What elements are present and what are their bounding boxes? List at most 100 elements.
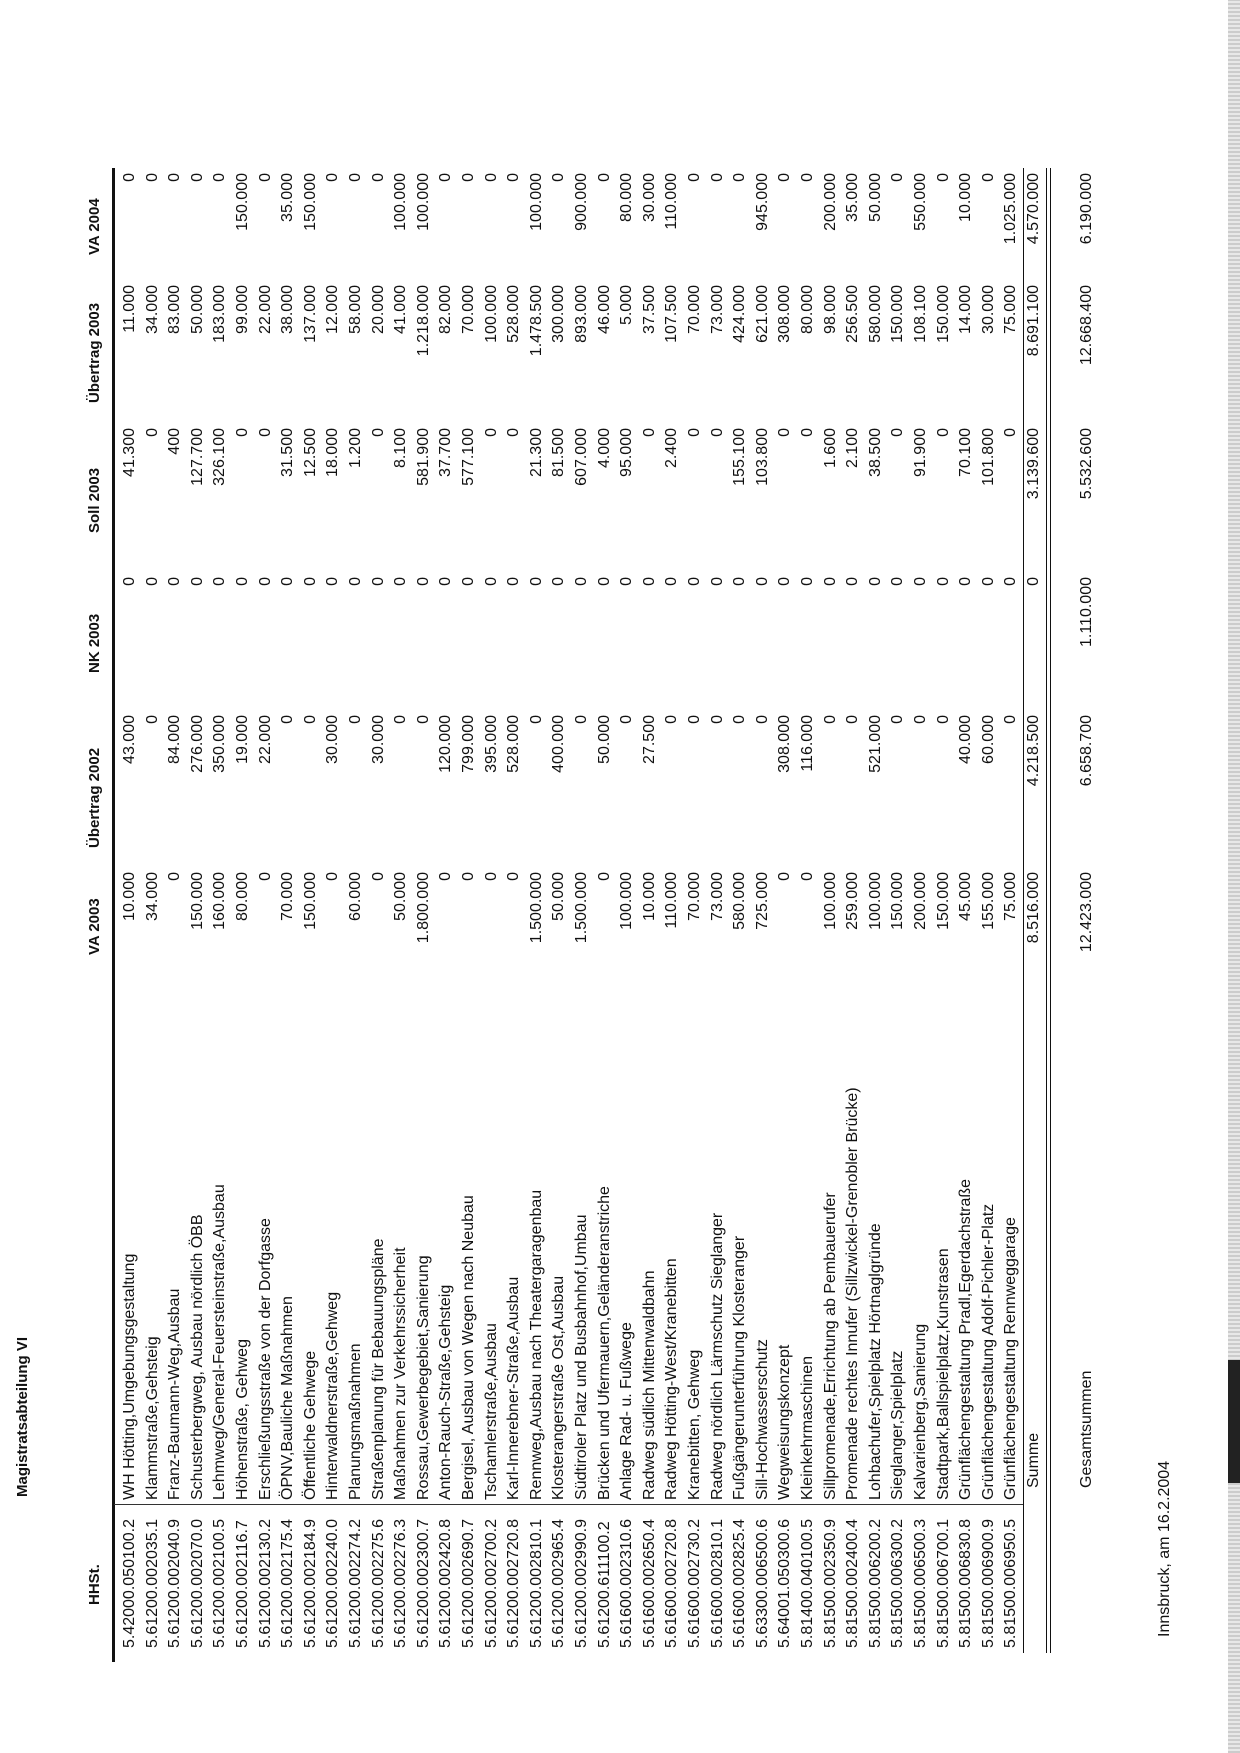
soll2003-value: 0 [799,428,816,437]
va2003-value: 259.000 [844,872,862,930]
uebertrag2003-value: 1.478.500 [527,285,545,357]
va2003-value: 0 [505,872,523,881]
table-row: 5.61200.002184.9 Öffentliche Gehwege 150.0… [300,0,322,1753]
double-rule [1046,168,1047,1653]
nk2003-value: 0 [234,577,251,586]
description: Klosterangerstraße Ost,Ausbau [550,1275,568,1500]
uebertrag2002-value: 0 [708,715,726,724]
hhst-code: 5.61200.002700.2 [482,1518,500,1648]
description: Grünflächengestaltung Rennweggarage [1002,1217,1020,1500]
table-row: 5.61200.002810.1 Rennweg,Ausbau nach Thea… [526,0,548,1753]
va2004-value: 30.000 [640,173,658,222]
soll2003-value: 37.700 [437,428,455,477]
description: Promenade rechtes Innufer (Sillzwickel-G… [844,1087,862,1500]
va2003-value: 1.500.000 [527,872,545,944]
description: Südtiroler Platz und Busbahnhof,Umbau [573,1214,590,1500]
soll2003-value: 0 [889,428,907,437]
uebertrag2003-value: 58.000 [347,285,364,334]
va2004-value: 0 [369,173,387,182]
header-rule [112,168,115,1662]
hhst-code: 5.61200.002420.8 [437,1518,455,1648]
description: Sieglanger,Spielplatz [889,1350,907,1500]
hhst-code: 5.61200.002810.1 [527,1518,545,1648]
nk2003-value: 0 [979,577,997,586]
header-nk2003: NK 2003 [86,613,103,673]
va2003-value: 0 [776,872,794,881]
uebertrag2002-value: 0 [392,715,410,724]
uebertrag2003-value: 83.000 [166,285,184,334]
nk2003-value: 0 [188,577,206,586]
description: Anlage Rad- u. Fußwege [618,1322,636,1500]
description: Sillpromenade,Errichtung ab Pembauerufer [821,1192,839,1500]
description: Höhenstraße, Gehweg [234,1339,251,1500]
description: Hinterwaldnerstraße,Gehweg [324,1291,342,1500]
va2004-value: 0 [143,173,161,182]
nk2003-value: 0 [663,577,681,586]
uebertrag2002-value: 0 [573,715,590,724]
hhst-code: 5.81500.006300.2 [889,1518,907,1648]
table-row: 5.42000.050100.2 WH Hötting,Umgebungsgest… [119,0,141,1753]
va2003-value: 0 [482,872,500,881]
nk2003-value: 0 [686,577,703,586]
soll2003-value: 0 [256,428,274,437]
table-row: 5.61200.611100.2 Brücken und Ufermauern,G… [594,0,616,1753]
hhst-code: 5.61600.002730.2 [686,1518,703,1648]
uebertrag2003-value: 98.000 [821,285,839,334]
hhst-code: 5.61200.002965.4 [550,1518,568,1648]
soll2003-grand-total: 5.532.600 [1078,428,1095,500]
soll2003-value: 38.500 [866,428,884,477]
uebertrag2003-grand-total: 12.668.400 [1078,285,1095,366]
va2003-value: 150.000 [301,872,319,930]
nk2003-value: 0 [799,577,816,586]
va2004-value: 0 [550,173,568,182]
va2004-value: 35.000 [279,173,297,222]
description: Lohbachufer,Spielplatz Hörtnaglgründe [866,1223,884,1500]
soll2003-value: 95.000 [618,428,636,477]
va2004-value: 100.000 [414,173,432,231]
va2004-value: 0 [934,173,952,182]
uebertrag2003-value: 1.218.000 [414,285,432,357]
description: Bergisel, Ausbau von Wegen nach Neubau [460,1195,477,1500]
va2003-value: 60.000 [347,872,364,921]
soll2003-value: 581.900 [414,428,432,486]
hhst-code: 5.61200.002274.2 [347,1518,364,1648]
va2003-value: 70.000 [686,872,703,921]
description: Grünflächengestaltung Adolf-Pichler-Plat… [979,1203,997,1500]
va2004-value: 0 [347,173,364,182]
va2003-value: 10.000 [640,872,658,921]
va2004-value: 50.000 [866,173,884,222]
table-row: 5.61200.002720.8 Karl-Innerebner-Straße,A… [503,0,525,1753]
soll2003-value: 0 [505,428,523,437]
soll2003-value: 4.000 [595,428,613,469]
soll2003-value: 1.200 [347,428,364,469]
table-row: 5.64001.050300.6 Wegweisungskonzept 0 308.0… [774,0,796,1753]
sum-label: Summe [1025,1432,1042,1488]
description: Straßenplanung für Bebauungspläne [369,1238,387,1500]
uebertrag2002-value: 19.000 [234,715,251,764]
header-soll2003: Soll 2003 [86,467,103,533]
soll2003-sum: 3.139.600 [1025,428,1042,500]
nk2003-value: 0 [505,577,523,586]
uebertrag2003-value: 580.000 [866,285,884,343]
table-row: 5.61200.002116.7 Höhenstraße, Gehweg 80.00… [232,0,254,1753]
va2003-value: 73.000 [708,872,726,921]
uebertrag2003-value: 12.000 [324,285,342,334]
uebertrag2002-value: 0 [1002,715,1020,724]
double-rule [1050,168,1051,1653]
uebertrag2002-value: 799.000 [460,715,477,773]
va2003-value: 50.000 [550,872,568,921]
uebertrag2002-value: 395.000 [482,715,500,773]
va2004-value: 10.000 [957,173,975,222]
uebertrag2002-value: 0 [912,715,929,724]
va2004-value: 0 [505,173,523,182]
va2004-value: 110.000 [663,173,681,230]
nk2003-value: 0 [301,577,319,586]
uebertrag2002-value: 400.000 [550,715,568,773]
va2003-value: 0 [595,872,613,881]
table-row: 5.81400.040100.5 Kleinkehrmaschinen 0 116.0… [797,0,819,1753]
uebertrag2003-value: 183.000 [211,285,229,343]
uebertrag2003-value: 256.500 [844,285,862,343]
uebertrag2002-value: 22.000 [256,715,274,764]
nk2003-value: 0 [595,577,613,586]
